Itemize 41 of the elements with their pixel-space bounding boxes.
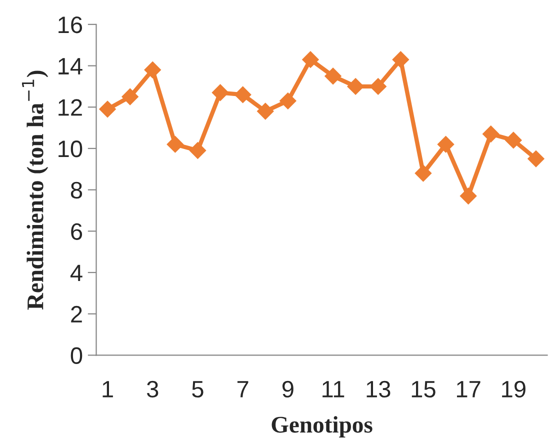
x-tick-label: 5 [192,381,204,398]
x-tick-label: 19 [502,380,526,398]
point [505,132,522,149]
y-tick-label: 10 [58,140,82,158]
point [482,126,500,142]
point [437,136,454,153]
point [370,78,386,95]
x-tick-label: 11 [322,381,344,398]
point [280,92,296,110]
y-tick-label: 14 [58,58,82,74]
y-axis-title: Rendimiento (ton ha$^{−1}$) [22,70,48,310]
x-axis-title: Genotipos [272,416,372,438]
point [166,136,184,153]
point [234,86,252,104]
x-tick-label: 9 [282,380,294,398]
x-tick-label: 13 [366,380,390,398]
point [324,68,342,84]
x-tick-label: 17 [456,381,480,398]
y-tick-label: 4 [70,264,82,282]
point [212,84,229,102]
point [99,100,116,118]
point [189,142,206,159]
x-tick-label: 1 [102,381,113,398]
y-tick-label: 12 [58,99,82,116]
y-tick-label: 16 [58,16,82,34]
point [257,102,274,120]
y-tick-label: 2 [71,306,82,322]
point [460,188,477,204]
x-tick-label: 3 [146,380,158,398]
y-tick-label: 6 [71,223,82,240]
point [122,88,138,106]
point [528,150,544,168]
point [414,164,432,182]
x-tick-label: 15 [412,381,436,398]
y-tick-label: 8 [70,182,82,199]
point [347,78,364,95]
point [144,62,161,78]
point [302,51,319,68]
point [392,51,410,68]
y-tick-label: 0 [70,347,82,364]
x-tick-label: 7 [237,381,248,398]
